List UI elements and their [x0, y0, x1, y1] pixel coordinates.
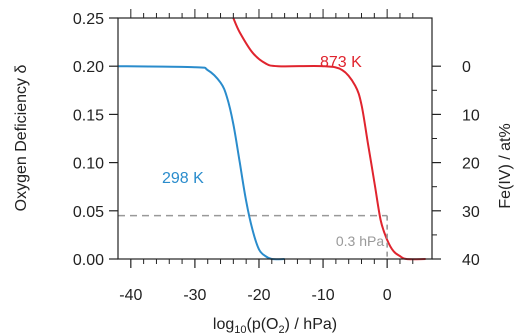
y-left-tick-label: 0.15 [73, 107, 104, 124]
series-label-298k: 298 K [162, 170, 204, 187]
series-line-873k [232, 17, 426, 261]
y-right-tick-label: 10 [462, 107, 480, 124]
x-tick-label: -10 [311, 287, 334, 304]
x-axis-title-subscript: 10 [234, 324, 246, 336]
x-axis-title-subscript: 2 [279, 324, 285, 336]
y-right-tick-label: 0 [462, 59, 471, 76]
y-right-tick-label: 30 [462, 204, 480, 221]
x-tick-label: 0 [383, 287, 392, 304]
y-left-tick-label: 0.05 [73, 204, 104, 221]
x-tick-label: -20 [247, 287, 270, 304]
x-axis-title-part: log [213, 316, 234, 333]
x-axis-title-part: (p(O [247, 316, 279, 333]
x-tick-label: -30 [183, 287, 206, 304]
series-label-873k: 873 K [320, 54, 362, 71]
labels-layer: 298 K 873 K Oxygen Deficiency δ Fe(IV) / at… [13, 54, 514, 336]
x-tick-label: -40 [119, 287, 142, 304]
plot-frame [117, 17, 433, 260]
x-axis-title-part: ) / hPa) [285, 316, 337, 333]
y-right-tick-label: 40 [462, 252, 480, 269]
y-left-tick-label: 0.20 [73, 59, 104, 76]
y-left-tick-label: 0.10 [73, 156, 104, 173]
reference-label: 0.3 hPa [336, 233, 384, 249]
reference-layer: 0.3 hPa [118, 214, 388, 259]
series-line-298k [117, 65, 285, 261]
y-axis-title-left: Oxygen Deficiency δ [13, 65, 30, 212]
y-right-tick-label: 20 [462, 156, 480, 173]
y-left-tick-label: 0.25 [73, 11, 104, 28]
series-layer [117, 17, 426, 261]
axes-layer: -40 -30 -20 -10 0 0.00 0.05 0.10 0.15 0.20 0.25 0 10… [73, 9, 480, 304]
x-axis-title: log10(p(O2) / hPa) [213, 316, 337, 336]
y-axis-title-right: Fe(IV) / at% [497, 123, 514, 208]
y-left-tick-label: 0.00 [73, 252, 104, 269]
